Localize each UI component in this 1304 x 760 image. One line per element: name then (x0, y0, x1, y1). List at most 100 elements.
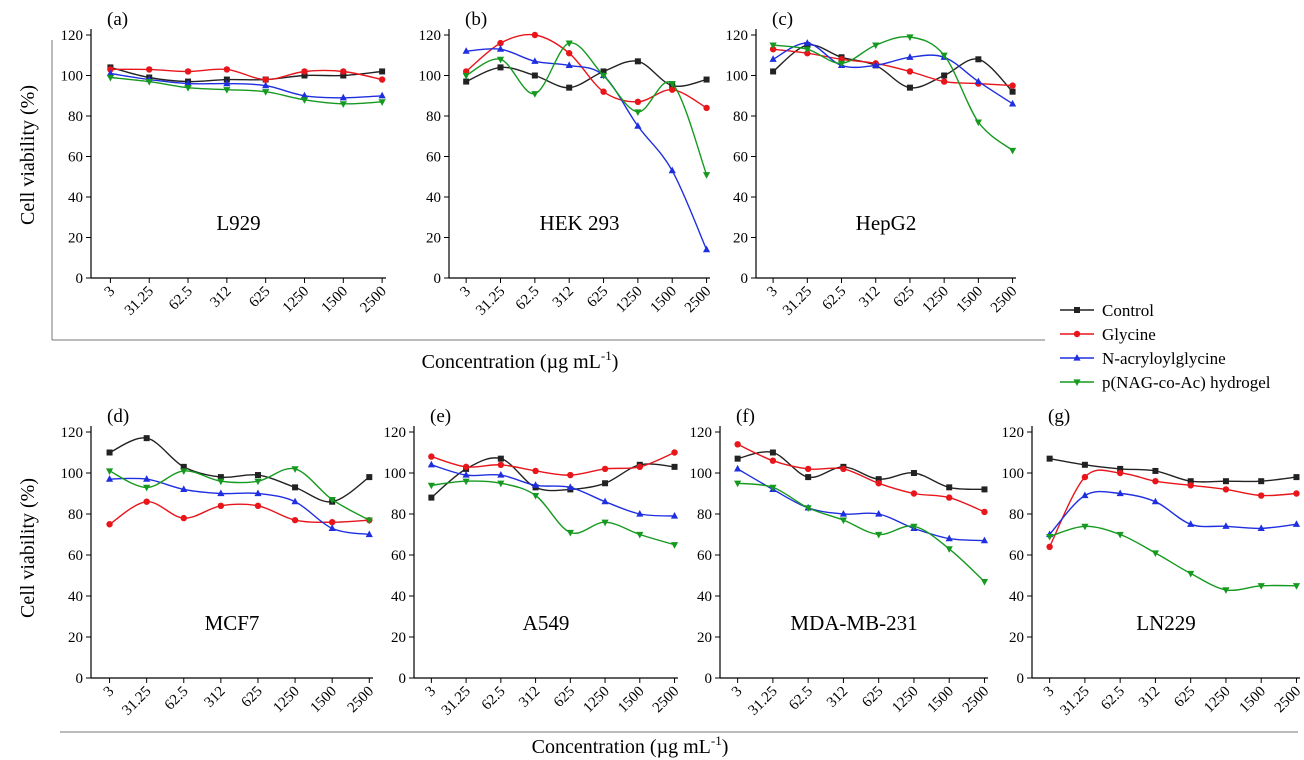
x-tick-label: 625 (1171, 684, 1198, 711)
data-point (804, 50, 811, 57)
x-tick-label: 62.5 (479, 684, 509, 714)
data-point (600, 68, 607, 75)
series-line (109, 477, 370, 536)
cell-line-label: A549 (523, 611, 570, 635)
x-tick-label: 625 (551, 684, 578, 711)
y-tick-label: 80 (426, 109, 441, 125)
data-point (669, 86, 676, 93)
x-tick-label: 1500 (1237, 684, 1270, 717)
series-glycine (107, 66, 386, 83)
data-point (945, 546, 953, 553)
data-point (1081, 523, 1089, 531)
series-glycine (1046, 469, 1300, 550)
panel-f: 0 20 40 60 80 100 120 3 31.25 62.5 312 625 1250 1500 2… (690, 406, 993, 719)
y-tick-label: 60 (733, 150, 748, 166)
data-point (496, 45, 505, 52)
panel-tag: (a) (107, 9, 128, 30)
data-point (910, 523, 918, 531)
data-point (340, 72, 347, 79)
data-point (1009, 88, 1016, 95)
series-p-nag-co-ac-hydrogel (105, 466, 373, 525)
x-tick-label: 1250 (280, 284, 313, 317)
data-point (105, 475, 114, 482)
legend-label: Control (1102, 301, 1154, 320)
data-point (143, 475, 151, 482)
data-point (462, 463, 470, 471)
x-tick-label: 312 (207, 284, 234, 311)
data-point (670, 542, 679, 549)
data-point (223, 79, 231, 87)
data-point (1222, 522, 1230, 529)
data-point (1152, 467, 1159, 474)
y-tick-label: 20 (426, 231, 441, 247)
data-point (875, 510, 883, 517)
legend-item: N-acryloylglycine (1060, 349, 1226, 368)
y-tick-label: 100 (690, 466, 713, 482)
data-point (1046, 455, 1053, 462)
data-point (1116, 469, 1124, 477)
data-point (1187, 520, 1195, 527)
y-tick-label: 60 (1009, 548, 1024, 564)
panel-tag: (e) (430, 406, 451, 427)
data-point (875, 531, 883, 539)
data-point (702, 172, 711, 179)
data-point (769, 449, 776, 456)
data-point (262, 76, 269, 83)
x-tick-label: 3 (423, 684, 440, 701)
x-tick-label: 1500 (648, 284, 681, 317)
x-tick-label: 3 (764, 284, 781, 301)
data-point (463, 78, 470, 85)
x-tick-label: 3 (1041, 684, 1058, 701)
x-tick-label: 62.5 (1098, 684, 1128, 714)
y-tick-label: 100 (726, 69, 749, 85)
data-point (1292, 583, 1301, 590)
data-point (875, 480, 882, 487)
cell-line-label: LN229 (1136, 611, 1196, 635)
data-point (339, 93, 347, 101)
data-point (184, 85, 192, 92)
data-point (668, 166, 676, 174)
panel-e: 0 20 40 60 80 100 120 3 31.25 62.5 312 625 1250 1500 2… (384, 406, 683, 719)
x-tick-label: 1500 (615, 684, 648, 717)
y-tick-label: 100 (61, 466, 84, 482)
data-point (839, 517, 848, 525)
data-point (770, 68, 777, 75)
x-tick-label: 1250 (270, 684, 303, 717)
y-tick-label: 20 (733, 231, 748, 247)
series-n-acryloylglycine (106, 69, 386, 101)
data-point (291, 516, 299, 524)
data-point (146, 66, 153, 73)
data-point (180, 468, 188, 475)
data-point (906, 34, 914, 42)
data-point (184, 79, 192, 87)
data-point (378, 76, 386, 83)
data-point (262, 89, 270, 96)
data-point (107, 66, 114, 73)
data-point (301, 68, 308, 75)
data-point (601, 497, 609, 505)
y-tick-label: 60 (68, 150, 83, 166)
data-point (634, 98, 642, 106)
x-tick-label: 2500 (988, 284, 1021, 317)
y-tick-label: 20 (391, 630, 406, 646)
x-tick-label: 2500 (682, 284, 715, 317)
data-point (1292, 520, 1301, 527)
data-point (565, 61, 573, 68)
data-point (804, 505, 812, 512)
panel-tag: (b) (465, 9, 487, 30)
data-point (366, 474, 373, 481)
data-point (946, 494, 953, 501)
data-point (143, 498, 150, 505)
data-point (497, 461, 505, 468)
data-point (262, 81, 270, 89)
data-point (734, 480, 742, 488)
data-point (566, 529, 574, 537)
data-point (254, 489, 262, 497)
data-point (975, 56, 982, 63)
data-point (906, 53, 914, 60)
data-point (1046, 543, 1053, 550)
y-tick-label: 120 (61, 425, 84, 441)
data-point (671, 463, 678, 470)
data-point (634, 58, 641, 65)
